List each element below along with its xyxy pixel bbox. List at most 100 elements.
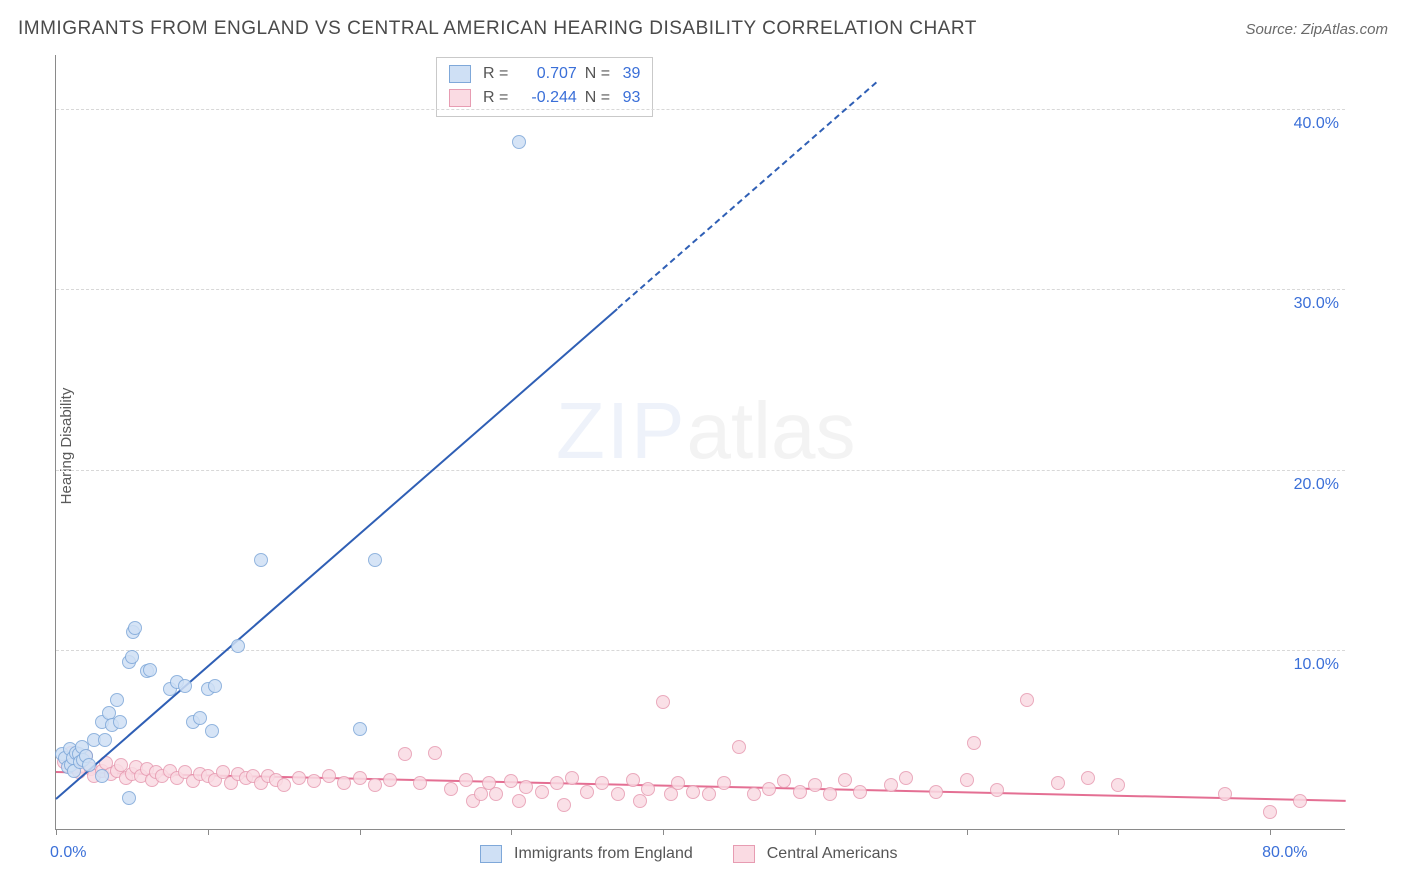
data-point <box>143 663 157 677</box>
legend-label-england: Immigrants from England <box>514 845 693 863</box>
y-tick-label: 40.0% <box>1294 115 1339 133</box>
data-point <box>899 771 913 785</box>
data-point <box>1051 776 1065 790</box>
data-point <box>368 553 382 567</box>
data-point <box>208 679 222 693</box>
x-tick-label: 80.0% <box>1262 844 1307 862</box>
data-point <box>656 695 670 709</box>
data-point <box>823 787 837 801</box>
stats-row: R = 0.707 N = 39 <box>449 62 640 86</box>
data-point <box>535 785 549 799</box>
data-point <box>595 776 609 790</box>
x-tick-mark <box>663 829 664 835</box>
data-point <box>1263 805 1277 819</box>
x-tick-mark <box>360 829 361 835</box>
stats-box: R = 0.707 N = 39R = -0.244 N = 93 <box>436 57 653 117</box>
data-point <box>128 621 142 635</box>
data-point <box>383 773 397 787</box>
stats-value-r: -0.244 <box>521 86 577 110</box>
data-point <box>254 553 268 567</box>
watermark-zip: ZIP <box>556 386 686 475</box>
data-point <box>702 787 716 801</box>
data-point <box>717 776 731 790</box>
data-point <box>626 773 640 787</box>
data-point <box>413 776 427 790</box>
data-point <box>322 769 336 783</box>
stats-value-n: 93 <box>623 86 641 110</box>
data-point <box>611 787 625 801</box>
watermark-atlas: atlas <box>686 386 855 475</box>
data-point <box>1020 693 1034 707</box>
chart-title: IMMIGRANTS FROM ENGLAND VS CENTRAL AMERI… <box>18 18 977 40</box>
legend-item-central: Central Americans <box>733 845 898 863</box>
data-point <box>337 776 351 790</box>
trend-line-dashed <box>617 82 876 309</box>
data-point <box>504 774 518 788</box>
data-point <box>732 740 746 754</box>
x-tick-mark <box>815 829 816 835</box>
data-point <box>793 785 807 799</box>
data-point <box>110 693 124 707</box>
data-point <box>113 715 127 729</box>
data-point <box>960 773 974 787</box>
chart-header: IMMIGRANTS FROM ENGLAND VS CENTRAL AMERI… <box>18 18 1388 40</box>
legend-item-england: Immigrants from England <box>480 845 693 863</box>
data-point <box>777 774 791 788</box>
data-point <box>489 787 503 801</box>
data-point <box>967 736 981 750</box>
gridline <box>56 289 1345 290</box>
y-tick-label: 20.0% <box>1294 476 1339 494</box>
data-point <box>307 774 321 788</box>
trend-line <box>55 308 618 800</box>
x-tick-label: 0.0% <box>50 844 86 862</box>
legend-label-central: Central Americans <box>767 845 898 863</box>
data-point <box>519 780 533 794</box>
data-point <box>125 650 139 664</box>
data-point <box>633 794 647 808</box>
stats-row: R = -0.244 N = 93 <box>449 86 640 110</box>
x-tick-mark <box>208 829 209 835</box>
data-point <box>565 771 579 785</box>
data-point <box>1081 771 1095 785</box>
chart-legend: Immigrants from England Central American… <box>480 845 897 863</box>
watermark: ZIPatlas <box>556 385 855 477</box>
y-tick-label: 30.0% <box>1294 295 1339 313</box>
stats-label-r: R = <box>483 86 513 110</box>
stats-label-n: N = <box>585 62 615 86</box>
data-point <box>747 787 761 801</box>
data-point <box>277 778 291 792</box>
x-tick-mark <box>967 829 968 835</box>
data-point <box>444 782 458 796</box>
data-point <box>353 771 367 785</box>
data-point <box>884 778 898 792</box>
data-point <box>1293 794 1307 808</box>
stats-label-n: N = <box>585 86 615 110</box>
data-point <box>398 747 412 761</box>
data-point <box>990 783 1004 797</box>
data-point <box>459 773 473 787</box>
data-point <box>853 785 867 799</box>
x-tick-mark <box>1118 829 1119 835</box>
data-point <box>808 778 822 792</box>
data-point <box>368 778 382 792</box>
data-point <box>762 782 776 796</box>
gridline <box>56 470 1345 471</box>
data-point <box>82 758 96 772</box>
data-point <box>686 785 700 799</box>
y-tick-label: 10.0% <box>1294 656 1339 674</box>
data-point <box>929 785 943 799</box>
data-point <box>98 733 112 747</box>
gridline <box>56 650 1345 651</box>
stats-value-n: 39 <box>623 62 641 86</box>
data-point <box>178 679 192 693</box>
legend-swatch-central <box>733 845 755 863</box>
scatter-plot: ZIPatlas R = 0.707 N = 39R = -0.244 N = … <box>55 55 1345 830</box>
stats-swatch <box>449 89 471 107</box>
data-point <box>428 746 442 760</box>
data-point <box>353 722 367 736</box>
data-point <box>205 724 219 738</box>
chart-source: Source: ZipAtlas.com <box>1245 21 1388 38</box>
data-point <box>1218 787 1232 801</box>
stats-label-r: R = <box>483 62 513 86</box>
stats-swatch <box>449 65 471 83</box>
